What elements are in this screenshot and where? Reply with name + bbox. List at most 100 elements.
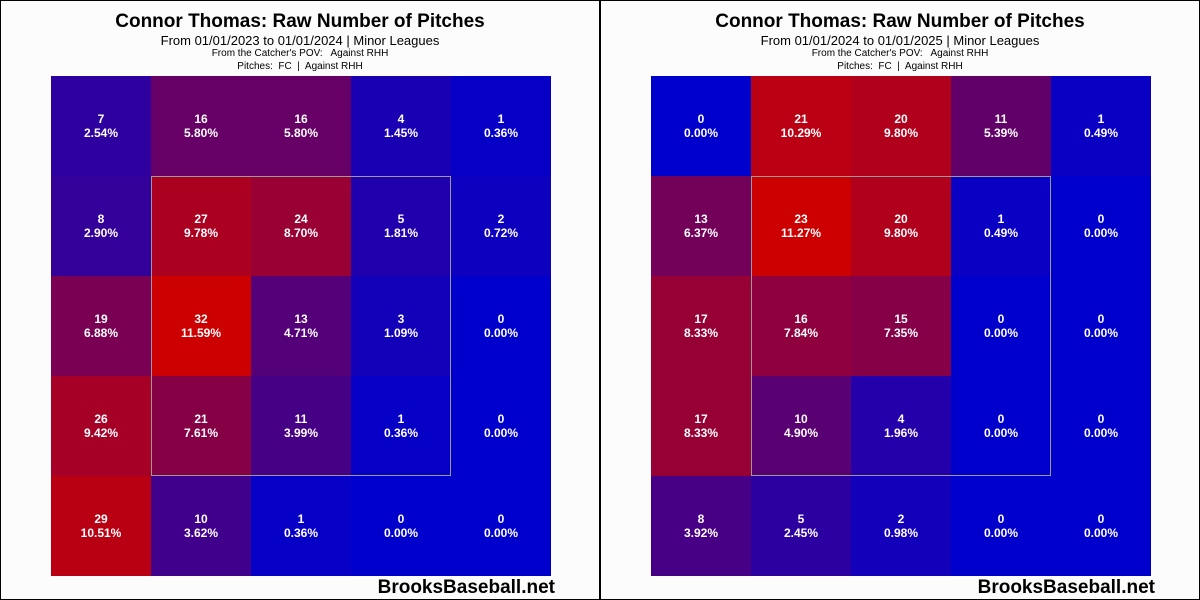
cell-count: 4 (397, 112, 405, 126)
zone-cell: 0 0.00% (951, 376, 1051, 476)
cell-count: 0 (497, 312, 505, 326)
cell-count: 17 (694, 312, 708, 326)
cell-percent: 4.90% (783, 426, 819, 440)
zone-cell: 1 0.36% (351, 376, 451, 476)
zone-cell: 13 6.37% (651, 176, 751, 276)
zone-cell: 11 5.39% (951, 76, 1051, 176)
cell-count: 16 (194, 112, 208, 126)
cell-count: 11 (994, 112, 1008, 126)
cell-percent: 1.09% (383, 326, 419, 340)
cell-count: 2 (897, 512, 905, 526)
zone-cell: 0 0.00% (451, 376, 551, 476)
cell-percent: 0.00% (983, 526, 1019, 540)
zone-cell: 17 8.33% (651, 276, 751, 376)
cell-count: 7 (97, 112, 105, 126)
cell-count: 21 (794, 112, 808, 126)
cell-percent: 0.72% (483, 226, 519, 240)
zone-cell: 1 0.49% (951, 176, 1051, 276)
cell-percent: 4.71% (283, 326, 319, 340)
zone-cell: 1 0.36% (451, 76, 551, 176)
catcher-pov-label: From the Catcher's POV: Against RHH (811, 48, 989, 59)
zone-cell: 21 10.29% (751, 76, 851, 176)
cell-percent: 10.51% (80, 526, 122, 540)
zone-cell: 0 0.00% (1051, 276, 1151, 376)
chart-subtitle: From 01/01/2023 to 01/01/2024 | Minor Le… (160, 33, 440, 48)
cell-percent: 3.62% (183, 526, 219, 540)
cell-percent: 0.00% (483, 326, 519, 340)
heatmap-panel-2024: Connor Thomas: Raw Number of Pitches Fro… (600, 0, 1200, 600)
cell-count: 0 (1097, 512, 1105, 526)
cell-percent: 0.36% (483, 126, 519, 140)
cell-percent: 5.39% (983, 126, 1019, 140)
zone-cell: 7 2.54% (51, 76, 151, 176)
cell-percent: 6.37% (683, 226, 719, 240)
cell-count: 29 (94, 512, 108, 526)
zone-cell: 23 11.27% (751, 176, 851, 276)
cell-percent: 0.00% (1083, 226, 1119, 240)
cell-percent: 5.80% (283, 126, 319, 140)
cell-percent: 8.33% (683, 326, 719, 340)
cell-percent: 7.35% (883, 326, 919, 340)
zone-cell: 3 1.09% (351, 276, 451, 376)
cell-percent: 2.54% (83, 126, 119, 140)
cell-count: 0 (997, 512, 1005, 526)
cell-percent: 9.80% (883, 126, 919, 140)
cell-count: 5 (397, 212, 405, 226)
cell-percent: 7.61% (183, 426, 219, 440)
cell-count: 0 (497, 412, 505, 426)
cell-percent: 0.00% (1083, 426, 1119, 440)
cell-count: 1 (497, 112, 505, 126)
heatmap-panel-2023: Connor Thomas: Raw Number of Pitches Fro… (0, 0, 600, 600)
cell-count: 17 (694, 412, 708, 426)
zone-cell: 1 0.49% (1051, 76, 1151, 176)
cell-count: 0 (1097, 212, 1105, 226)
pitch-filter-label: Pitches: FC | Against RHH (837, 61, 963, 72)
zone-cell: 0 0.00% (1051, 176, 1151, 276)
zone-cell: 29 10.51% (51, 476, 151, 576)
cell-percent: 9.80% (883, 226, 919, 240)
cell-count: 3 (397, 312, 405, 326)
zone-cell: 8 3.92% (651, 476, 751, 576)
cell-count: 8 (97, 212, 105, 226)
cell-count: 27 (194, 212, 208, 226)
cell-percent: 11.59% (180, 326, 222, 340)
zone-cell: 0 0.00% (451, 476, 551, 576)
cell-percent: 1.81% (383, 226, 419, 240)
zone-cell: 10 4.90% (751, 376, 851, 476)
cell-percent: 0.49% (983, 226, 1019, 240)
zone-cell: 20 9.80% (851, 76, 951, 176)
cell-count: 20 (894, 112, 908, 126)
zone-cell: 5 2.45% (751, 476, 851, 576)
cell-count: 0 (497, 512, 505, 526)
zone-cell: 13 4.71% (251, 276, 351, 376)
zone-cell: 0 0.00% (951, 276, 1051, 376)
cell-percent: 0.36% (283, 526, 319, 540)
cell-count: 10 (194, 512, 208, 526)
cell-percent: 9.78% (183, 226, 219, 240)
cell-percent: 0.00% (1083, 526, 1119, 540)
strike-zone-grid: 0 0.00% 21 10.29% 20 9.80% 11 5.39% 1 0.49% 13 6.37… (651, 76, 1151, 576)
zone-cell: 8 2.90% (51, 176, 151, 276)
zone-cell: 4 1.45% (351, 76, 451, 176)
cell-percent: 8.70% (283, 226, 319, 240)
cell-count: 0 (1097, 312, 1105, 326)
catcher-pov-label: From the Catcher's POV: Against RHH (211, 48, 389, 59)
zone-cell: 11 3.99% (251, 376, 351, 476)
chart-title: Connor Thomas: Raw Number of Pitches (715, 11, 1085, 32)
cell-count: 19 (94, 312, 108, 326)
cell-count: 1 (397, 412, 405, 426)
cell-count: 16 (794, 312, 808, 326)
chart-subtitle: From 01/01/2024 to 01/01/2025 | Minor Le… (760, 33, 1040, 48)
cell-percent: 5.80% (183, 126, 219, 140)
cell-count: 1 (997, 212, 1005, 226)
watermark: BrooksBaseball.net (977, 577, 1155, 598)
zone-cell: 16 5.80% (251, 76, 351, 176)
cell-count: 8 (697, 512, 705, 526)
cell-count: 1 (1097, 112, 1105, 126)
cell-percent: 7.84% (783, 326, 819, 340)
cell-count: 10 (794, 412, 808, 426)
cell-count: 24 (294, 212, 308, 226)
zone-cell: 0 0.00% (951, 476, 1051, 576)
cell-percent: 3.99% (283, 426, 319, 440)
cell-percent: 8.33% (683, 426, 719, 440)
